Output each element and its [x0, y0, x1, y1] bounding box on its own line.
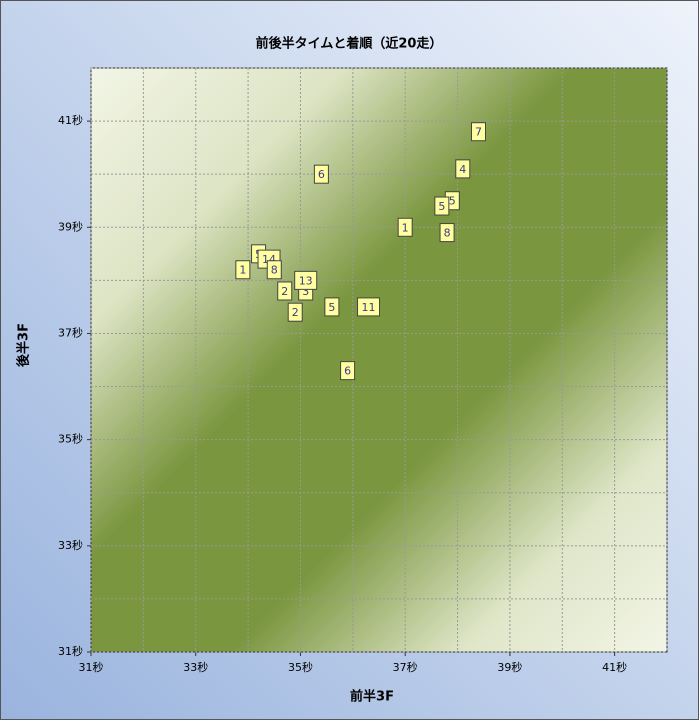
point-marker	[277, 281, 293, 301]
x-tick-label: 35秒	[288, 660, 313, 674]
x-tick-label: 39秒	[497, 660, 522, 674]
point-marker	[455, 159, 471, 179]
y-tick-label: 41秒	[58, 113, 83, 127]
x-tick-label: 37秒	[393, 660, 418, 674]
point-marker	[357, 297, 381, 317]
point-label: 13	[299, 274, 313, 287]
point-label: 2	[292, 306, 299, 319]
chart-title: 前後半タイムと着順（近20走）	[256, 36, 443, 52]
x-tick-label: 41秒	[602, 660, 627, 674]
point-marker	[439, 223, 455, 243]
point-marker	[313, 164, 329, 184]
point-label: 6	[344, 365, 351, 378]
point-marker	[340, 361, 356, 381]
point-label: 8	[271, 264, 278, 277]
point-label: 5	[449, 195, 456, 208]
point-label: 7	[475, 126, 482, 139]
point-label: 5	[438, 200, 445, 213]
y-tick-label: 33秒	[58, 538, 83, 552]
point-label: 11	[362, 301, 376, 314]
point-label: 5	[328, 301, 335, 314]
y-axis-title: 後半3F	[16, 323, 32, 367]
point-label: 1	[402, 221, 409, 234]
point-marker	[324, 297, 340, 317]
point-label: 6	[318, 168, 325, 181]
point-marker	[434, 196, 450, 216]
x-tick-label: 31秒	[79, 660, 104, 674]
y-tick-label: 31秒	[58, 644, 83, 658]
point-label: 1	[239, 264, 246, 277]
plot-area	[90, 67, 668, 653]
x-axis-title: 前半3F	[350, 689, 394, 705]
point-label: 3	[302, 285, 309, 298]
y-tick-label: 39秒	[58, 219, 83, 233]
point-label: 2	[281, 285, 288, 298]
y-tick-label: 35秒	[58, 432, 83, 446]
x-tick-label: 33秒	[183, 660, 208, 674]
point-marker	[287, 302, 303, 322]
point-marker	[235, 260, 251, 280]
point-marker	[294, 270, 318, 290]
point-marker	[266, 260, 282, 280]
y-tick-label: 37秒	[58, 325, 83, 339]
point-marker	[470, 122, 486, 142]
point-label: 8	[444, 227, 451, 240]
point-label: 4	[459, 163, 466, 176]
point-marker	[397, 217, 413, 237]
